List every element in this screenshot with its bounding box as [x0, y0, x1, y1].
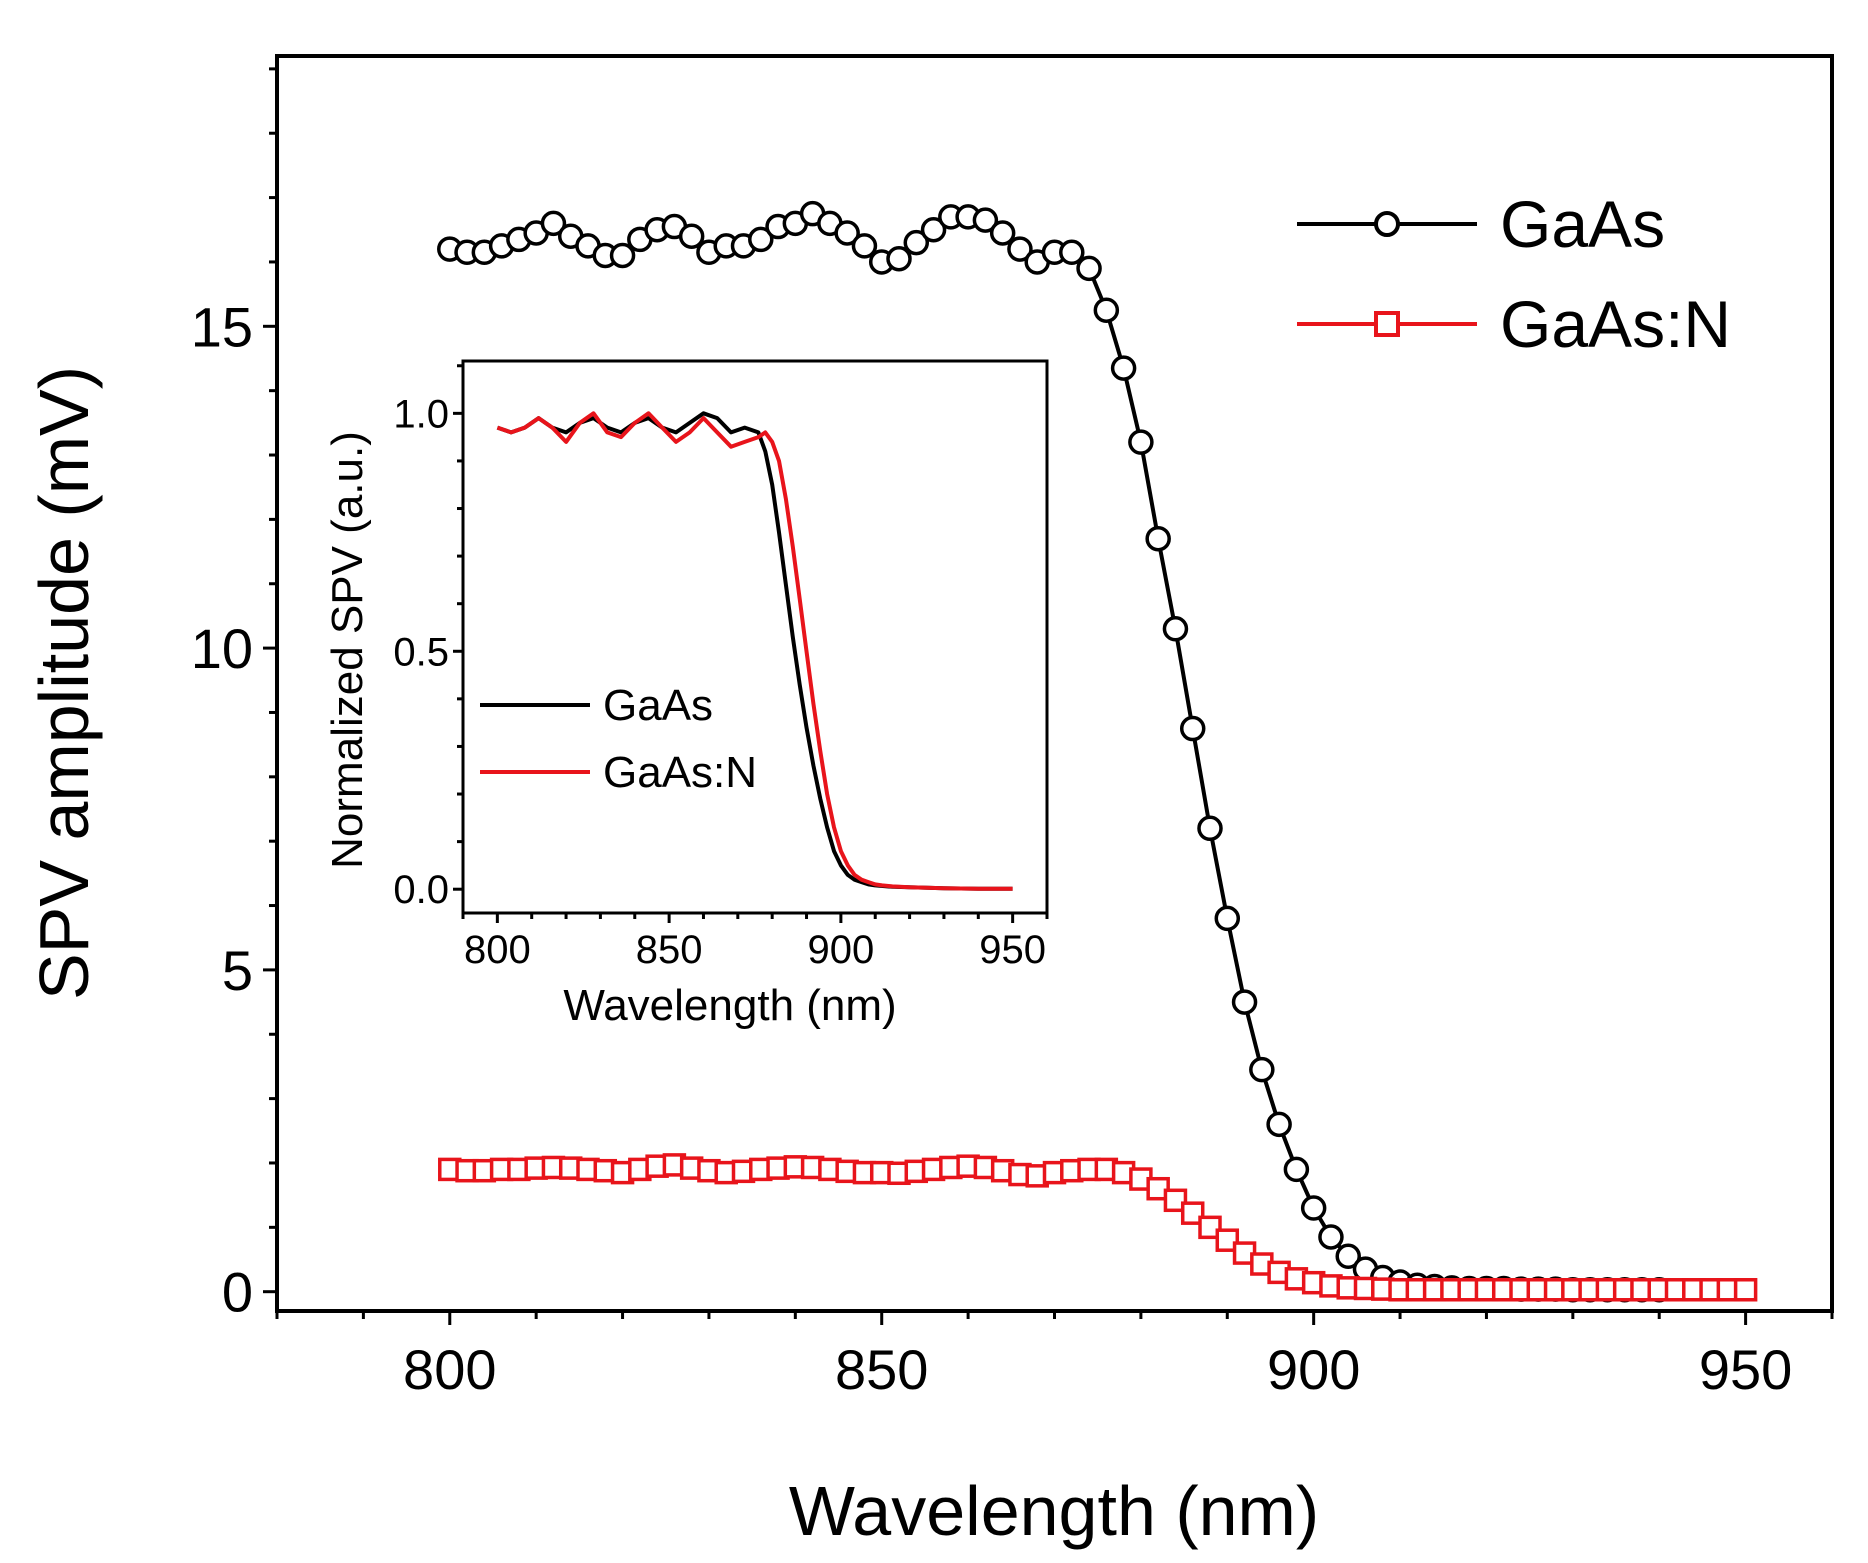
- main-point: [1214, 905, 1241, 932]
- inset-series-line: [496, 411, 1013, 891]
- main-x-tick-label: 900: [1267, 1338, 1360, 1401]
- inset-plot: 800 850 900 950 0.0 0.5 1.0 Wavelength (nm) No…: [323, 359, 1049, 1030]
- main-point: [540, 210, 567, 237]
- inset-legend-label-gaasn: GaAs:N: [603, 748, 757, 797]
- legend-marker-gaas: [1374, 211, 1400, 237]
- main-point: [851, 233, 878, 259]
- inset-plot-frame: [461, 359, 1049, 915]
- main-point: [1300, 1195, 1327, 1221]
- main-point: [678, 223, 705, 249]
- inset-legend: GaAs GaAs:N: [480, 681, 757, 797]
- main-series: [437, 200, 1758, 1303]
- main-point: [1076, 255, 1102, 282]
- main-point: [748, 226, 774, 253]
- main-point: [1128, 429, 1154, 455]
- main-point: [972, 207, 999, 233]
- main-x-tick-label: 850: [835, 1338, 928, 1401]
- main-point: [834, 220, 860, 246]
- main-point: [1179, 715, 1206, 742]
- inset-ticks: 800 850 900 950 0.0 0.5 1.0: [393, 364, 1049, 972]
- main-point: [1162, 616, 1189, 642]
- main-point: [1145, 525, 1171, 552]
- inset-series-0: [496, 411, 1013, 891]
- main-point: [1093, 297, 1120, 323]
- inset-x-tick-label: 850: [636, 928, 703, 972]
- inset-series-line: [496, 411, 1013, 891]
- inset-series-1: [496, 411, 1013, 891]
- main-y-tick-label: 0: [222, 1261, 253, 1324]
- main-point: [1215, 1228, 1240, 1252]
- main-ticks: 800 850 900 950 0 5 10 15: [191, 67, 1834, 1401]
- main-x-tick-label: 950: [1699, 1338, 1792, 1401]
- legend-label-gaasn: GaAs:N: [1500, 287, 1731, 361]
- inset-x-tick-label: 900: [808, 928, 875, 972]
- inset-y-axis-title: Normalized SPV (a.u.): [323, 431, 372, 869]
- main-point: [1110, 355, 1137, 381]
- main-y-tick-label: 10: [191, 617, 253, 680]
- main-legend: GaAs GaAs:N: [1297, 187, 1731, 361]
- main-point: [609, 242, 636, 269]
- main-point: [1180, 1201, 1205, 1225]
- main-point: [1163, 1188, 1188, 1213]
- main-point: [1007, 236, 1033, 262]
- main-point: [1283, 1156, 1310, 1183]
- inset-x-tick-label: 800: [464, 928, 531, 972]
- inset-y-tick-label: 1.0: [393, 392, 449, 436]
- main-point: [1231, 989, 1258, 1015]
- main-series-line: [449, 1162, 1746, 1292]
- main-point: [1733, 1278, 1758, 1302]
- main-point: [1197, 815, 1223, 842]
- main-series-1: [438, 1153, 1758, 1302]
- main-point: [989, 220, 1016, 246]
- main-y-tick-label: 15: [191, 295, 253, 358]
- legend-label-gaas: GaAs: [1500, 187, 1665, 261]
- main-point: [1266, 1111, 1292, 1138]
- main-point: [903, 229, 930, 256]
- main-y-tick-label: 5: [222, 939, 253, 1002]
- inset-y-tick-label: 0.5: [393, 630, 449, 674]
- inset-x-axis-title: Wavelength (nm): [563, 981, 896, 1030]
- main-x-tick-label: 800: [403, 1338, 496, 1401]
- main-y-axis-title: SPV amplitude (mV): [25, 366, 103, 1000]
- main-point: [886, 245, 912, 272]
- inset-legend-label-gaas: GaAs: [603, 681, 713, 730]
- main-point: [1249, 1056, 1275, 1083]
- legend-marker-gaasn: [1374, 311, 1400, 337]
- inset-series: [496, 411, 1013, 891]
- main-point: [920, 217, 947, 243]
- inset-x-tick-label: 950: [979, 928, 1046, 972]
- inset-y-tick-label: 0.0: [393, 868, 449, 912]
- main-x-axis-title: Wavelength (nm): [789, 1472, 1319, 1550]
- main-point: [1059, 239, 1085, 266]
- main-plot: 800 850 900 950 0 5 10 15 Wavelength (nm) SPV a…: [25, 54, 1834, 1550]
- main-point: [1335, 1243, 1361, 1270]
- main-point: [1198, 1215, 1222, 1240]
- main-point: [1318, 1224, 1344, 1250]
